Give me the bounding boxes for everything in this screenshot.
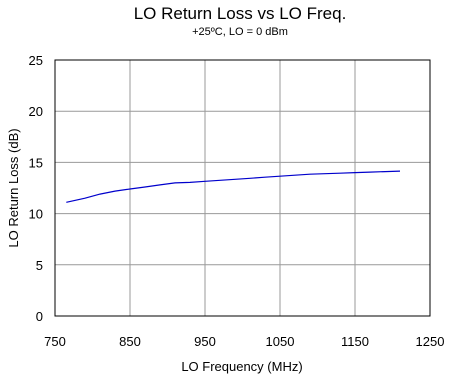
y-tick-label: 20	[29, 104, 43, 119]
y-tick-label: 5	[36, 258, 43, 273]
y-axis-label: LO Return Loss (dB)	[6, 128, 21, 247]
x-tick-label: 950	[194, 334, 216, 349]
y-tick-label: 10	[29, 207, 43, 222]
x-tick-labels: 750 850 950 1050 1150 1250	[44, 334, 444, 349]
y-tick-label: 25	[29, 53, 43, 68]
chart-title: LO Return Loss vs LO Freq.	[133, 4, 347, 23]
x-tick-label: 1050	[266, 334, 295, 349]
x-tick-label: 1250	[416, 334, 445, 349]
grid	[55, 60, 430, 316]
plot-area-frame	[54, 59, 431, 317]
chart-subtitle: +25ºC, LO = 0 dBm	[192, 26, 288, 38]
x-tick-label: 1150	[341, 334, 369, 349]
series-layer	[66, 170, 401, 203]
x-axis-label: LO Frequency (MHz)	[181, 359, 302, 374]
y-tick-labels: 0 5 10 15 20 25	[29, 53, 43, 324]
x-tick-label: 750	[44, 334, 66, 349]
x-tick-label: 850	[119, 334, 141, 349]
y-tick-label: 15	[29, 155, 43, 170]
y-tick-label: 0	[36, 309, 43, 324]
series-line	[66, 170, 401, 203]
